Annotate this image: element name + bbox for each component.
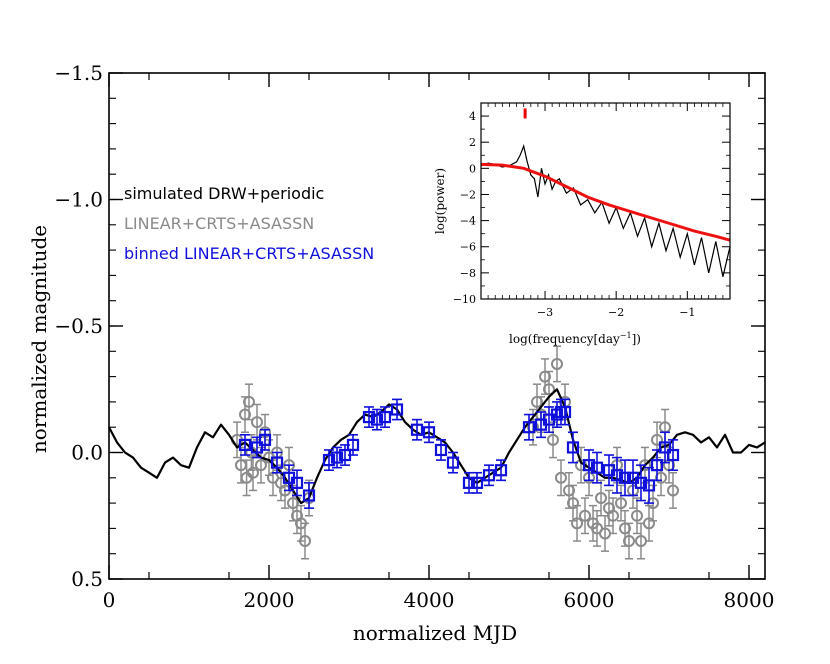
inset-x-title-sup: −1	[620, 331, 632, 340]
inset-power-spectrum-line	[480, 144, 731, 277]
binned-point	[250, 441, 264, 454]
binned-point	[362, 410, 376, 424]
main-y-tick-label: −0.5	[54, 314, 103, 338]
observed-point	[247, 466, 259, 479]
observed-point	[571, 517, 583, 530]
binned-point	[462, 476, 476, 489]
binned-point	[302, 489, 316, 502]
binned-point	[658, 441, 672, 454]
observed-point	[651, 433, 663, 446]
observed-point	[251, 416, 263, 429]
series-simulated-drw-line	[108, 388, 766, 505]
inset-y-tick-label: 2	[469, 136, 476, 149]
binned-point	[330, 451, 344, 464]
legend-entry: binned LINEAR+CRTS+ASASSN	[124, 244, 374, 263]
main-y-tick-label: −1.5	[54, 61, 103, 85]
observed-point	[615, 497, 627, 510]
main-x-axis-title: normalized MJD	[353, 621, 517, 645]
inset-x-axis-title: log(frequency[day−1])	[509, 331, 641, 346]
binned-point	[666, 448, 680, 462]
observed-point	[567, 497, 579, 510]
binned-point	[370, 413, 384, 426]
inset-y-tick-label: −4	[460, 215, 476, 228]
observed-point	[299, 535, 311, 548]
main-y-tick-label: 0.0	[71, 441, 103, 465]
observed-point	[243, 395, 255, 408]
main-axes: 0 2000 4000 6000 8000 −1.5 −1.0 −0.5 0.0 0.5	[54, 61, 774, 612]
binned-point	[582, 459, 596, 472]
inset-background	[481, 103, 730, 299]
inset-y-tick-label: 4	[469, 110, 476, 123]
main-y-axis-title: normalized magnitude	[27, 225, 51, 453]
binned-point	[446, 456, 460, 469]
observed-point	[623, 535, 635, 548]
main-x-tick-label: 4000	[404, 588, 455, 612]
main-x-tick-label: 8000	[724, 588, 775, 612]
observed-point	[543, 383, 555, 396]
observed-point	[547, 433, 559, 446]
observed-point	[551, 357, 563, 370]
binned-point	[346, 438, 360, 452]
inset-y-tick-label: −8	[460, 267, 476, 280]
observed-point	[667, 484, 679, 497]
inset-y-tick-label: 0	[469, 162, 476, 175]
inset-frame	[480, 102, 731, 300]
inset-y-tick-label: −10	[453, 293, 476, 306]
observed-point	[595, 492, 607, 505]
observed-point	[607, 509, 619, 522]
legend-entry: simulated DRW+periodic	[124, 184, 324, 203]
inset-x-tick-label: −3	[537, 306, 553, 319]
series-binned	[238, 398, 680, 509]
binned-point	[590, 461, 604, 474]
binned-point	[494, 464, 508, 477]
binned-point	[618, 471, 632, 484]
inset-y-axis-title: log(power)	[433, 168, 447, 234]
binned-point	[610, 469, 624, 482]
binned-point	[642, 479, 656, 492]
inset-plot	[480, 108, 731, 277]
binned-point	[290, 476, 304, 489]
observed-point	[255, 459, 267, 472]
binned-point	[650, 459, 664, 472]
main-y-tick-label: 0.5	[71, 567, 103, 591]
binned-point	[410, 423, 424, 436]
main-x-tick-label: 2000	[244, 588, 295, 612]
main-y-tick-label: −1.0	[54, 188, 103, 212]
binned-point	[378, 410, 392, 424]
binned-point	[238, 438, 252, 452]
binned-point	[522, 421, 536, 434]
binned-point	[390, 403, 404, 416]
inset-axes: −3 −2 −1 4 2 0 −2 −4 −6 −8 −10	[453, 103, 730, 319]
main-x-tick-label: 6000	[564, 588, 615, 612]
binned-point	[422, 426, 436, 439]
inset-y-tick-label: −2	[460, 188, 476, 201]
legend-entry: LINEAR+CRTS+ASASSN	[124, 214, 314, 233]
binned-point	[470, 476, 484, 489]
inset-chart: −3 −2 −1 4 2 0 −2 −4 −6 −8 −10 log(power) log(freq…	[433, 102, 731, 346]
inset-x-tick-label: −2	[608, 306, 624, 319]
binned-point	[322, 453, 336, 467]
observed-point	[555, 471, 567, 484]
observed-point	[643, 517, 655, 530]
binned-point	[258, 433, 272, 446]
inset-border	[480, 102, 731, 300]
binned-point	[566, 441, 580, 454]
inset-x-title-base: log(frequency[day	[509, 332, 620, 346]
main-plot	[108, 345, 766, 560]
observed-point	[655, 471, 667, 484]
legend: simulated DRW+periodic LINEAR+CRTS+ASASSN…	[124, 184, 374, 263]
binned-point	[634, 476, 648, 489]
observed-point	[631, 509, 643, 522]
binned-point	[482, 469, 496, 482]
main-x-tick-label: 0	[103, 588, 116, 612]
inset-x-tick-label: −1	[679, 306, 695, 319]
binned-point	[434, 443, 448, 457]
binned-point	[270, 456, 284, 469]
observed-point	[579, 509, 591, 522]
binned-point	[558, 405, 572, 419]
inset-model-fit-line	[480, 162, 731, 242]
inset-y-tick-label: −6	[460, 241, 476, 254]
inset-x-title-tail: ])	[632, 332, 641, 346]
